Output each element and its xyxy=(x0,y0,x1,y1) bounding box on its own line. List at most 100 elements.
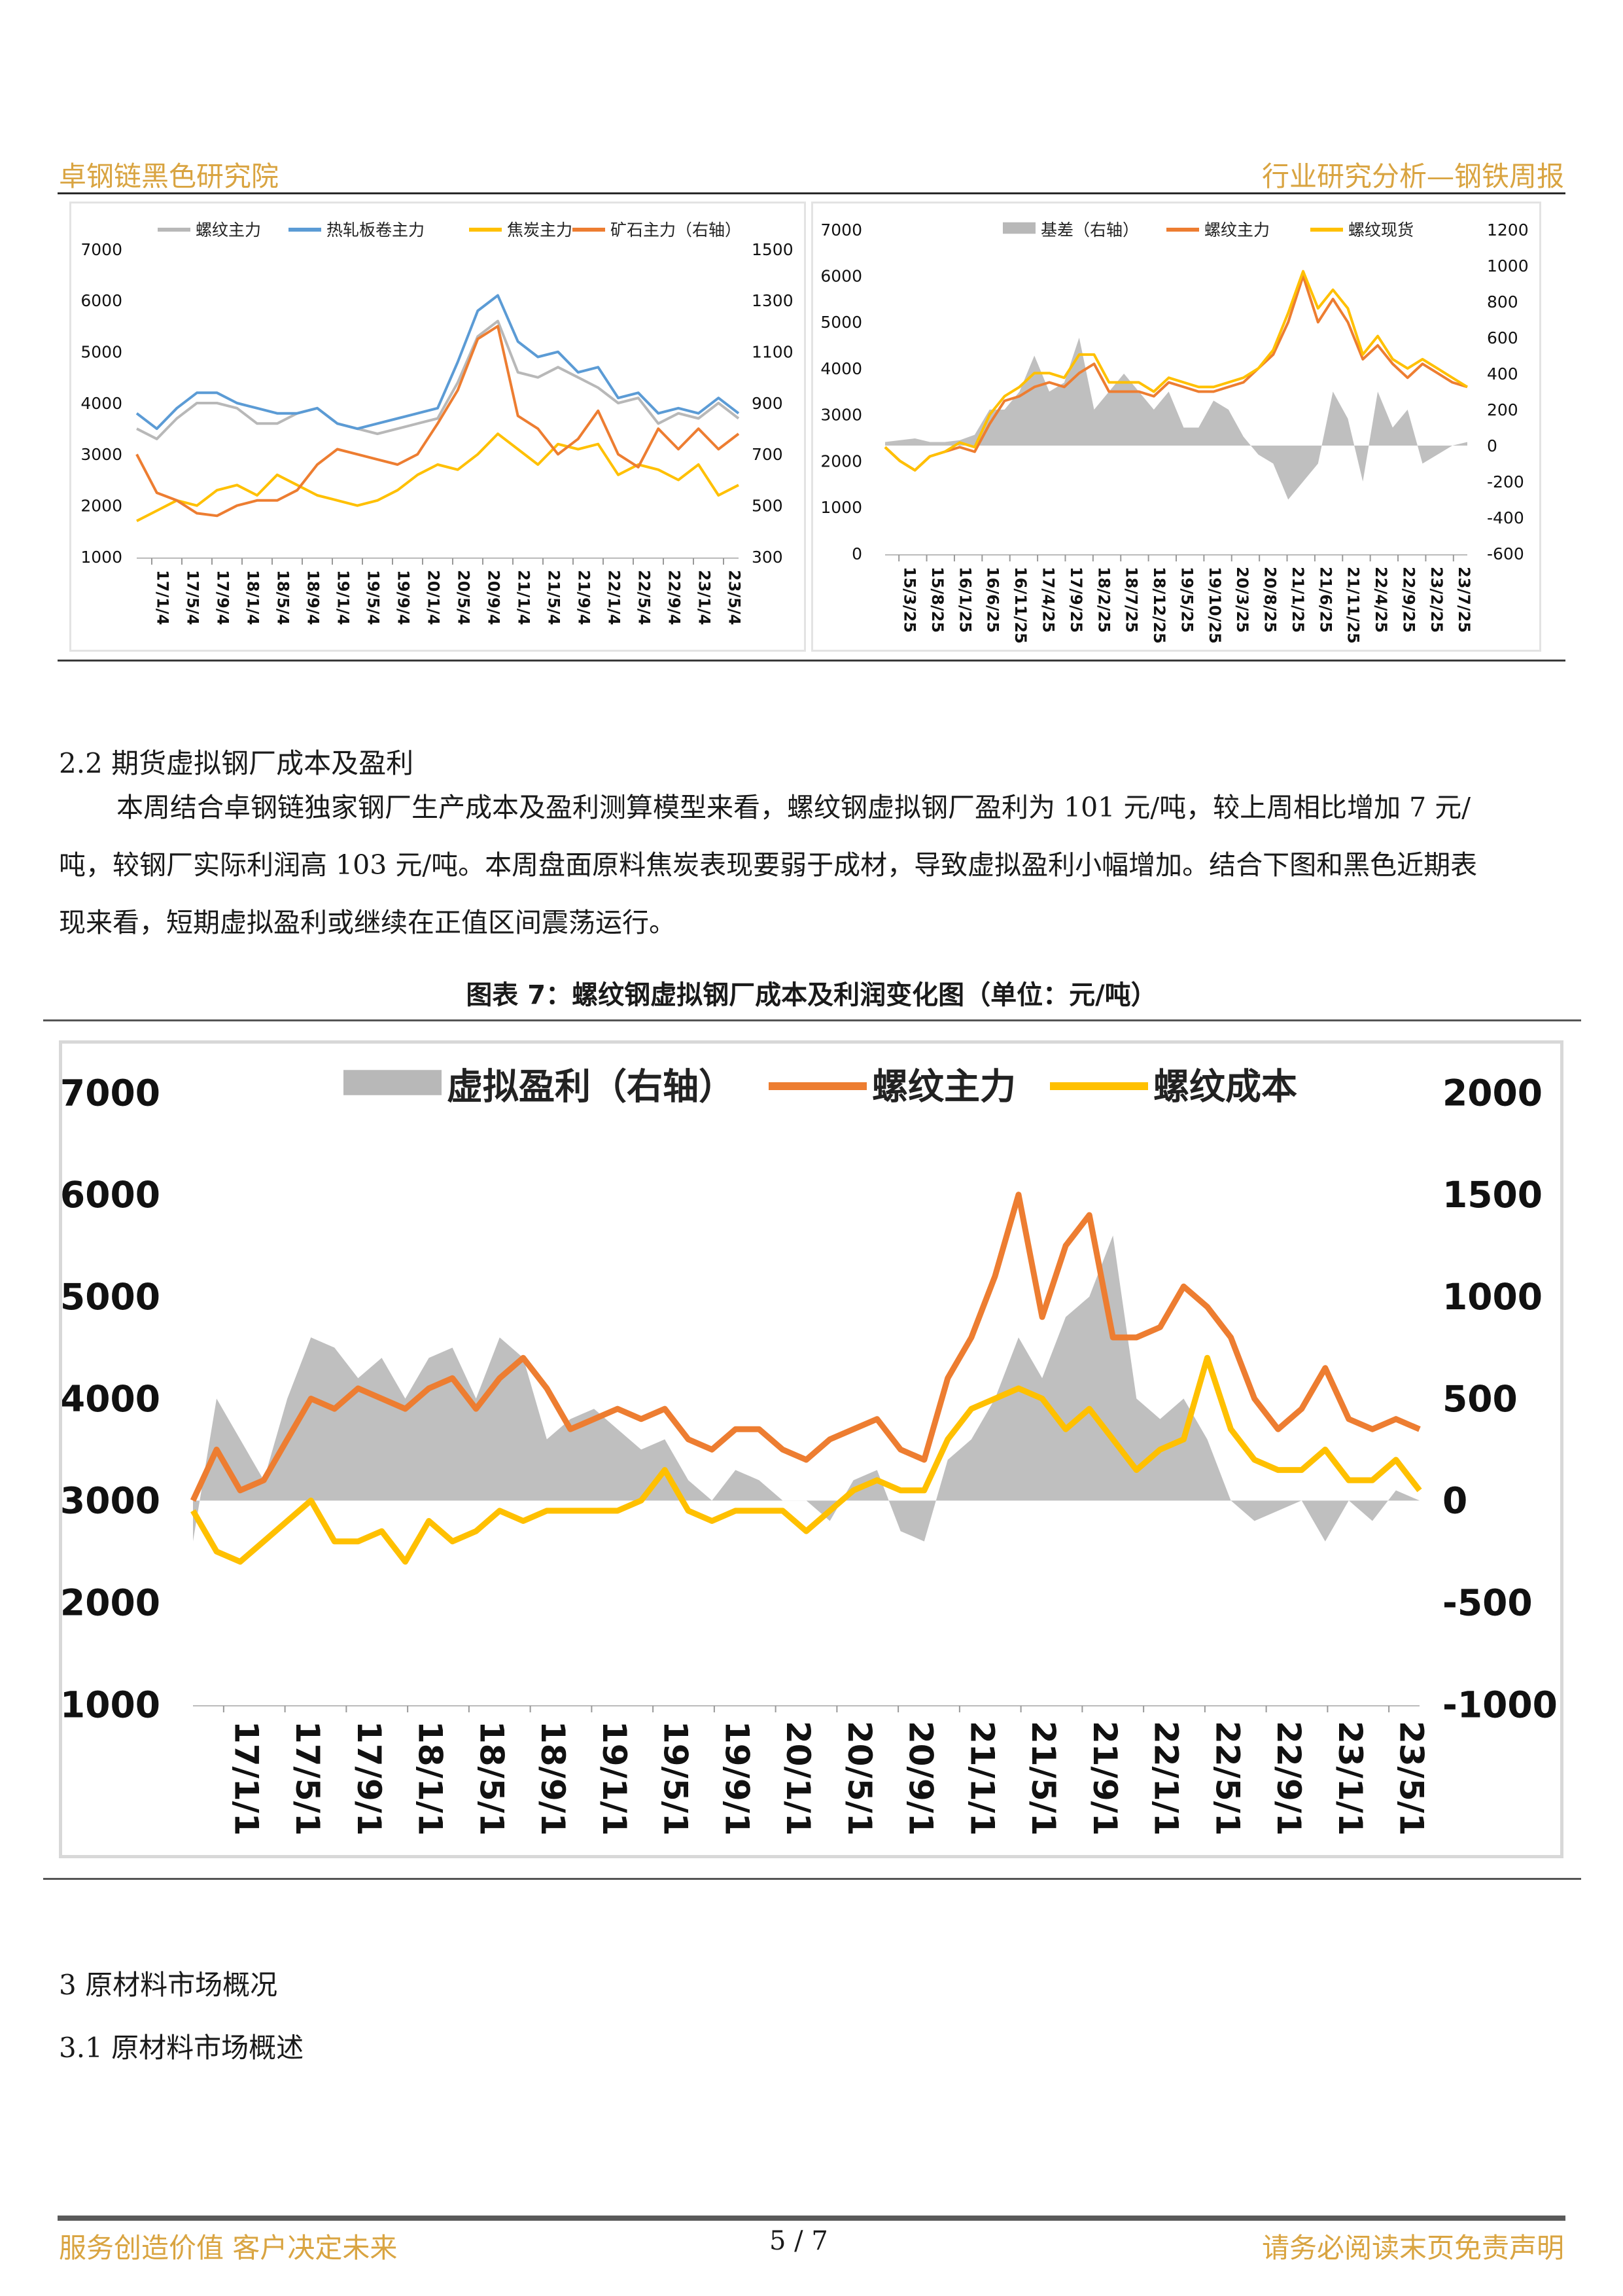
chart-figure7-frame: 7000 6000 5000 4000 3000 2000 1000 2000 1500 1000… xyxy=(59,1040,1563,1858)
x-tick-label: 19/5/1 xyxy=(657,1721,695,1836)
y-right-tick-label: -600 xyxy=(1487,544,1524,563)
x-tick-label: 19/10/25 xyxy=(1206,567,1224,644)
top-charts-bottom-rule xyxy=(58,660,1565,662)
x-tick-label: 17/4/25 xyxy=(1039,567,1057,633)
x-tick-label: 21/1/25 xyxy=(1289,567,1307,633)
legend-label: 螺纹成本 xyxy=(1153,1065,1297,1107)
section-title-2-2: 2.2 期货虚拟钢厂成本及盈利 xyxy=(59,747,414,779)
x-tick-label: 17/9/4 xyxy=(213,570,232,625)
legend-label: 螺纹主力 xyxy=(872,1065,1016,1107)
section-title-3: 3 原材料市场概况 xyxy=(59,1969,278,2001)
x-tick-label: 19/9/1 xyxy=(718,1721,756,1836)
y-right-tick-label: 800 xyxy=(1487,292,1518,311)
section-title-3-1: 3.1 原材料市场概述 xyxy=(59,2032,304,2064)
figure-7-top-rule xyxy=(43,1019,1581,1021)
x-tick-label: 19/5/25 xyxy=(1178,567,1196,633)
y-right-tick-label: -200 xyxy=(1487,472,1524,491)
series-line-gray xyxy=(136,319,740,440)
y-right-tick-label: 1100 xyxy=(752,342,794,361)
x-tick-label: 19/1/4 xyxy=(334,570,352,625)
chart-right: 7000600050004000300020001000012001000800… xyxy=(820,221,1529,644)
figure-7-caption: 图表 7：螺纹钢虚拟钢厂成本及利润变化图（单位：元/吨） xyxy=(466,980,1157,1010)
y-left-tick-label: 5000 xyxy=(80,342,122,361)
chart-left: 7000 6000 5000 4000 3000 2000 1000 1500 1300 1100… xyxy=(80,221,794,626)
x-tick-label: 18/5/4 xyxy=(273,570,292,625)
x-tick-label: 17/9/25 xyxy=(1067,567,1085,633)
x-tick-label: 17/5/4 xyxy=(183,570,201,625)
y-left-tick-label: 6000 xyxy=(62,1174,160,1216)
x-tick-label: 23/5/4 xyxy=(725,570,743,625)
x-tick-label: 20/8/25 xyxy=(1261,567,1280,633)
y-left-tick-label: 2000 xyxy=(80,496,122,515)
y-left-tick-label: 3000 xyxy=(62,1480,160,1522)
y-right-tick-label: 1200 xyxy=(1487,221,1529,239)
x-tick-label: 23/5/1 xyxy=(1393,1721,1431,1836)
x-tick-label: 16/11/25 xyxy=(1011,567,1030,644)
x-tick-label: 23/7/25 xyxy=(1455,567,1473,633)
footer-slogan: 服务创造价值 客户决定未来 xyxy=(59,2232,398,2264)
y-left-tick-label: 5000 xyxy=(62,1276,160,1318)
x-tick-label: 22/4/25 xyxy=(1372,567,1390,633)
y-right-tick-label: 1000 xyxy=(1442,1276,1543,1318)
x-tick-label: 22/9/25 xyxy=(1399,567,1418,633)
chart-right-frame: 7000 6000 5000 4000 3000 2000 1000 0 1200 1000 800… xyxy=(811,202,1541,652)
paragraph-line-2: 吨，较钢厂实际利润高 103 元/吨。本周盘面原料焦炭表现要弱于成材，导致虚拟盈… xyxy=(59,849,1478,881)
y-left-tick-label: 4000 xyxy=(80,394,122,413)
x-tick-label: 17/1/1 xyxy=(227,1721,265,1836)
y-right-tick-label: 600 xyxy=(1487,328,1518,347)
x-tick-label: 21/9/4 xyxy=(574,570,593,625)
page-number: 5 / 7 xyxy=(769,2226,828,2256)
x-tick-label: 21/1/1 xyxy=(963,1721,1001,1836)
legend-label: 焦炭主力 xyxy=(507,221,572,239)
x-tick-label: 20/5/1 xyxy=(841,1721,879,1836)
y-left-tick-label: 6000 xyxy=(820,266,862,285)
x-tick-label: 19/9/4 xyxy=(394,570,412,625)
series-line-orange xyxy=(884,274,1468,472)
series-line-orange xyxy=(135,325,740,518)
y-right-tick-label: 2000 xyxy=(1442,1072,1543,1114)
legend-label: 矿石主力（右轴） xyxy=(610,221,741,239)
y-left-tick-label: 0 xyxy=(852,544,862,563)
x-tick-label: 19/5/4 xyxy=(364,570,382,625)
y-right-tick-label: -500 xyxy=(1442,1581,1533,1623)
y-left-tick-label: 1000 xyxy=(80,548,122,567)
x-tick-label: 21/6/25 xyxy=(1316,567,1335,633)
x-tick-label: 17/5/1 xyxy=(288,1721,326,1836)
series-area-gray xyxy=(193,1235,1420,1542)
y-left-tick-label: 1000 xyxy=(62,1684,160,1725)
x-tick-label: 16/1/25 xyxy=(956,567,974,633)
legend-label: 热轧板卷主力 xyxy=(326,221,425,239)
x-tick-label: 15/3/25 xyxy=(901,567,919,633)
legend-swatch xyxy=(1003,222,1036,234)
x-tick-label: 19/1/1 xyxy=(595,1721,633,1836)
x-tick-label: 22/5/1 xyxy=(1208,1721,1246,1836)
x-tick-label: 22/1/4 xyxy=(604,570,623,625)
x-tick-label: 23/1/1 xyxy=(1331,1721,1369,1836)
series-area-gray xyxy=(885,338,1467,500)
footer-disclaimer: 请务必阅读末页免责声明 xyxy=(1261,2232,1564,2264)
x-tick-label: 22/1/1 xyxy=(1147,1721,1185,1836)
y-right-tick-label: -1000 xyxy=(1442,1684,1558,1725)
y-left-tick-label: 4000 xyxy=(62,1378,160,1420)
x-tick-label: 18/5/1 xyxy=(472,1721,510,1836)
y-right-tick-label: 200 xyxy=(1487,400,1518,419)
series-line-yellow xyxy=(190,1354,1422,1565)
x-tick-label: 23/1/4 xyxy=(695,570,713,625)
y-right-tick-label: 1500 xyxy=(1442,1174,1543,1216)
y-left-tick-label: 3000 xyxy=(820,406,862,425)
y-right-tick-label: 500 xyxy=(752,496,783,515)
x-tick-label: 21/5/1 xyxy=(1024,1721,1062,1836)
x-tick-label: 20/9/1 xyxy=(902,1721,940,1836)
y-left-tick-label: 7000 xyxy=(62,1072,160,1114)
x-tick-label: 20/9/4 xyxy=(484,570,502,625)
y-right-tick-label: 900 xyxy=(752,394,783,413)
x-tick-label: 18/9/1 xyxy=(534,1721,572,1836)
x-tick-label: 21/5/4 xyxy=(544,570,563,625)
header-org: 卓钢链黑色研究院 xyxy=(59,160,279,192)
x-tick-label: 18/12/25 xyxy=(1150,567,1168,644)
series-line-blue xyxy=(135,294,740,431)
legend-label: 螺纹主力 xyxy=(196,221,261,239)
y-right-tick-label: 500 xyxy=(1442,1378,1518,1420)
x-tick-label: 22/9/4 xyxy=(665,570,683,625)
y-left-tick-label: 3000 xyxy=(80,445,122,464)
